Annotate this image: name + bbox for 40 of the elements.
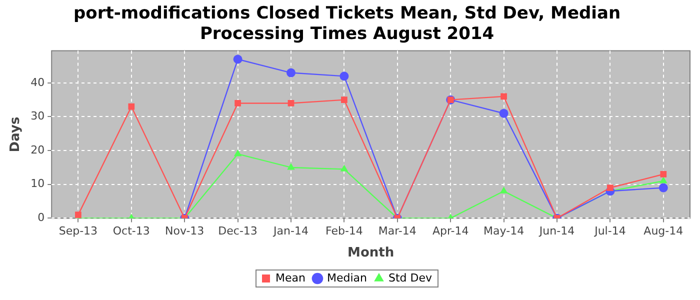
x-tick-label: Jul-14 — [594, 224, 626, 238]
point — [234, 100, 241, 106]
point — [340, 164, 348, 172]
point — [287, 162, 295, 170]
x-tick-label: Jun-14 — [538, 224, 575, 238]
chart-title: port-modifications Closed Tickets Mean, Std Dev, Median Processing Times August 2014 — [73, 4, 621, 44]
point — [128, 103, 135, 110]
y-tick-label: 40 — [30, 76, 45, 89]
x-tick-label: Aug-14 — [644, 224, 684, 238]
legend-label: Median — [326, 271, 368, 284]
x-tick-label: Jan-14 — [272, 224, 308, 238]
point — [660, 176, 668, 184]
x-tick-label: Oct-13 — [112, 224, 150, 238]
legend-label: Std Dev — [388, 271, 432, 284]
point — [340, 72, 349, 81]
point — [234, 149, 242, 156]
point — [660, 171, 667, 178]
x-tick-label: Nov-13 — [165, 224, 204, 238]
y-tick-label: 30 — [30, 110, 45, 123]
x-tick-label: Mar-14 — [378, 224, 416, 238]
x-tick-label: Sep-13 — [58, 224, 98, 238]
point — [658, 183, 668, 192]
y-axis-title: Days — [8, 116, 24, 152]
point — [288, 100, 294, 106]
point — [341, 96, 348, 104]
point — [286, 68, 296, 78]
y-tick-label: 10 — [30, 177, 45, 190]
x-tick-label: Dec-13 — [218, 224, 258, 238]
point — [500, 93, 507, 100]
point — [607, 184, 614, 191]
legend-label: Mean — [276, 271, 306, 284]
x-axis-title: Month — [348, 246, 394, 261]
x-tick-label: Feb-14 — [325, 224, 363, 238]
point — [500, 186, 508, 194]
y-tick-label: 0 — [38, 211, 45, 224]
x-tick-label: May-14 — [484, 224, 524, 238]
y-tick-label: 20 — [30, 143, 45, 156]
x-tick-label: Apr-14 — [432, 224, 469, 238]
point — [233, 54, 242, 64]
point — [499, 108, 508, 118]
